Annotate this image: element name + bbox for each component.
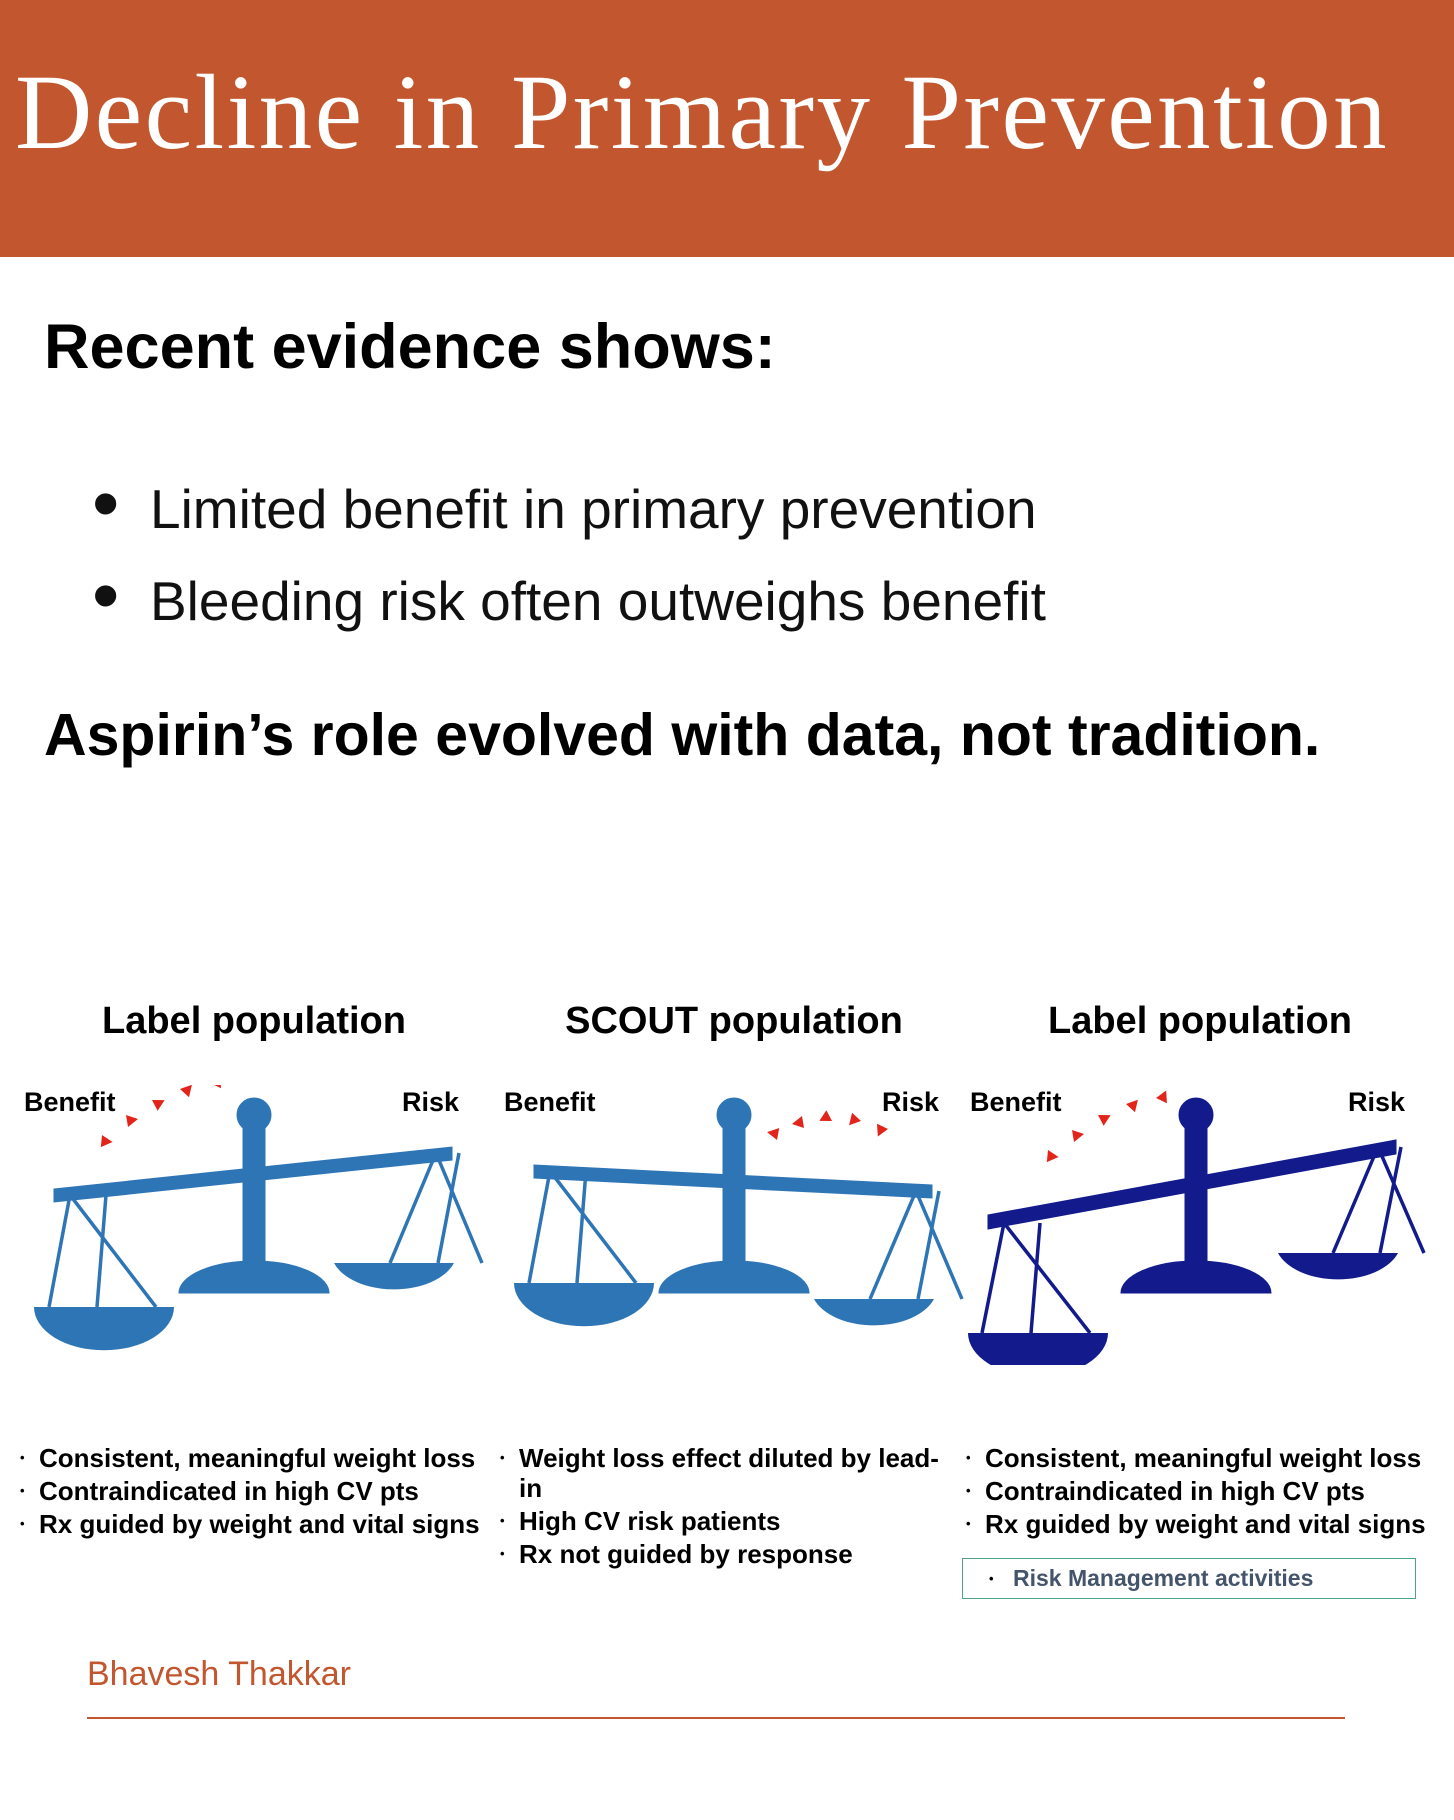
svg-text:Benefit: Benefit [504, 1087, 596, 1117]
svg-text:Risk: Risk [402, 1087, 460, 1117]
svg-text:Risk: Risk [1348, 1087, 1406, 1117]
svg-text:Benefit: Benefit [970, 1087, 1062, 1117]
svg-text:Risk: Risk [882, 1087, 940, 1117]
svg-text:Benefit: Benefit [24, 1087, 116, 1117]
